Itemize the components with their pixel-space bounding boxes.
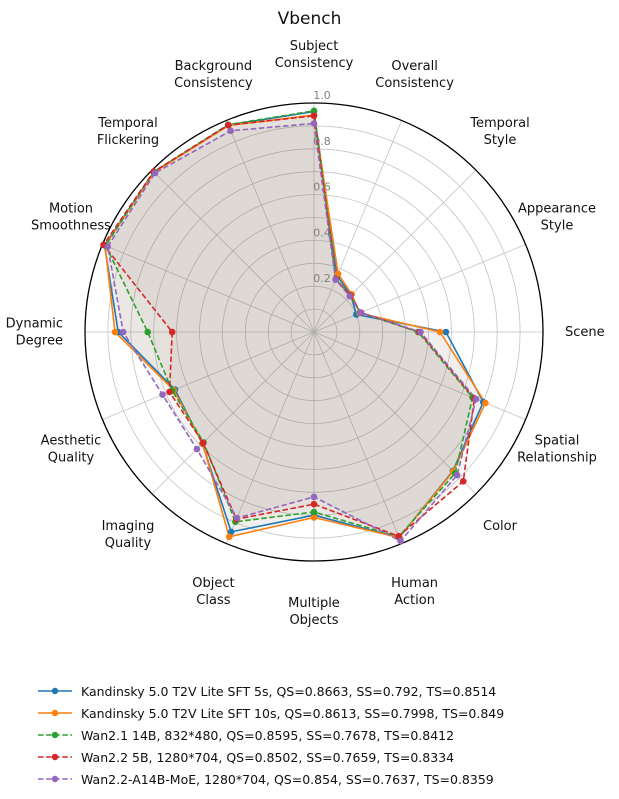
category-label-overall-consistency: Overall Consistency — [375, 59, 454, 91]
axis-spoke — [102, 331, 315, 420]
data-point-marker — [397, 537, 404, 545]
chart-title: Vbench — [277, 9, 342, 29]
axis-spoke — [102, 244, 315, 333]
data-point-marker — [144, 328, 151, 336]
axis-spoke — [151, 169, 315, 333]
data-point-marker — [436, 328, 444, 336]
data-point-marker — [233, 514, 241, 522]
data-point-marker — [151, 169, 159, 177]
category-label-scene: Scene — [565, 325, 605, 340]
data-point-marker — [310, 493, 318, 501]
data-point-marker — [225, 121, 232, 129]
radial-tick-label: 0.2 — [313, 272, 331, 285]
data-point-marker — [472, 395, 480, 403]
legend-label: Kandinsky 5.0 T2V Lite SFT 10s, QS=0.861… — [81, 705, 505, 721]
data-point-marker — [310, 500, 318, 508]
data-point-marker — [357, 309, 364, 317]
category-label-spatial-relationship: Spatial Relationship — [517, 434, 597, 466]
legend-line-marker-icon — [38, 709, 72, 717]
legend-item-4: Wan2.2-A14B-MoE, 1280*704, QS=0.854, SS=… — [37, 768, 504, 790]
axis-spoke — [226, 331, 315, 544]
data-point-marker — [119, 328, 127, 336]
series-line-3 — [102, 115, 476, 537]
data-point-marker — [460, 478, 467, 485]
data-point-marker — [310, 120, 318, 127]
data-point-marker — [453, 471, 461, 479]
series-fill-1 — [105, 115, 486, 538]
data-point-marker — [310, 508, 318, 516]
polar-spine — [84, 102, 544, 562]
data-point-marker — [159, 391, 166, 399]
data-point-marker — [417, 328, 424, 336]
axis-spoke — [313, 331, 526, 420]
data-point-marker — [442, 328, 450, 336]
category-label-aesthetic-quality: Aesthetic Quality — [41, 434, 102, 466]
legend-item-2: Wan2.1 14B, 832*480, QS=0.8595, SS=0.767… — [37, 724, 504, 746]
legend-item-3: Wan2.2 5B, 1280*704, QS=0.8502, SS=0.765… — [37, 746, 504, 768]
legend-item-0: Kandinsky 5.0 T2V Lite SFT 5s, QS=0.8663… — [37, 680, 504, 702]
category-label-motion-smoothness: Motion Smoothness — [31, 201, 111, 233]
data-point-marker — [346, 292, 354, 300]
category-label-color: Color — [483, 519, 518, 534]
radial-tick-label: 0.4 — [313, 226, 331, 239]
legend-label: Wan2.2 5B, 1280*704, QS=0.8502, SS=0.765… — [81, 749, 455, 765]
series-fill-2 — [105, 110, 473, 537]
radial-tick-label: 0.6 — [313, 181, 331, 194]
data-point-marker — [193, 445, 201, 453]
legend-item-1: Kandinsky 5.0 T2V Lite SFT 10s, QS=0.861… — [37, 702, 504, 724]
axis-spoke — [313, 331, 477, 495]
legend-label: Wan2.1 14B, 832*480, QS=0.8595, SS=0.767… — [81, 727, 455, 743]
series-fill-0 — [104, 111, 484, 538]
data-point-marker — [482, 399, 489, 407]
legend-label: Wan2.2-A14B-MoE, 1280*704, QS=0.854, SS=… — [81, 771, 494, 787]
axis-spoke — [226, 120, 315, 333]
legend-line-marker-icon — [38, 775, 72, 783]
axis-spoke — [313, 169, 477, 333]
chart-legend: Kandinsky 5.0 T2V Lite SFT 5s, QS=0.8663… — [37, 680, 504, 790]
category-label-imaging-quality: Imaging Quality — [102, 519, 155, 551]
data-point-marker — [332, 276, 339, 284]
radial-tick-label: 1.0 — [313, 89, 331, 102]
category-label-subject-consistency: Subject Consistency — [275, 39, 354, 71]
data-point-marker — [104, 243, 111, 250]
category-label-temporal-flickering: Temporal Flickering — [97, 116, 159, 148]
data-point-marker — [225, 533, 233, 541]
axis-spoke — [313, 244, 526, 333]
category-label-multiple-objects: Multiple Objects — [288, 596, 340, 628]
data-point-marker — [168, 328, 176, 336]
legend-line-marker-icon — [38, 687, 72, 695]
legend-line-marker-icon — [38, 753, 72, 761]
category-label-human-action: Human Action — [391, 576, 438, 608]
category-label-appearance-style: Appearance Style — [518, 201, 596, 233]
data-point-marker — [199, 439, 207, 447]
category-label-temporal-style: Temporal Style — [469, 116, 530, 148]
category-label-dynamic-degree: Dynamic Degree — [6, 317, 63, 349]
data-point-marker — [227, 127, 234, 135]
category-label-object-class: Object Class — [192, 576, 234, 608]
data-point-marker — [166, 388, 173, 396]
data-point-marker — [111, 328, 119, 336]
category-label-background-consistency: Background Consistency — [174, 59, 253, 91]
legend-line-marker-icon — [38, 731, 72, 739]
data-point-marker — [310, 514, 318, 521]
axis-spoke — [151, 331, 315, 495]
data-point-marker — [334, 270, 342, 278]
axis-spoke — [313, 331, 402, 544]
data-point-marker — [310, 112, 318, 120]
data-point-marker — [310, 107, 318, 115]
legend-label: Kandinsky 5.0 T2V Lite SFT 5s, QS=0.8663… — [81, 683, 497, 699]
axis-spoke — [313, 120, 402, 333]
